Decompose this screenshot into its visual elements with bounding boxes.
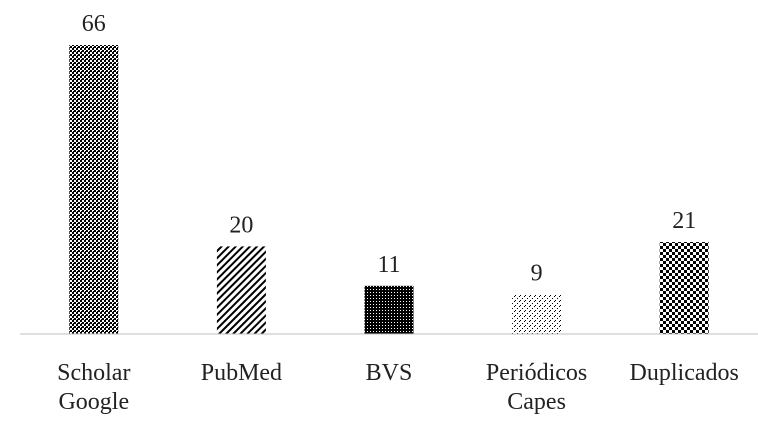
bar-0 <box>69 45 119 334</box>
x-tick-label-1: PubMed <box>201 360 282 386</box>
bar-2 <box>364 285 414 334</box>
data-label-1: 20 <box>229 212 253 238</box>
bar-1 <box>216 246 266 334</box>
data-label-0: 66 <box>82 11 106 37</box>
data-label-3: 9 <box>531 261 543 287</box>
bar-4 <box>659 242 709 334</box>
x-tick-label-2: BVS <box>366 360 413 386</box>
bar-3 <box>512 294 562 334</box>
x-tick-labels-layer: Scholar Google PubMed BVS Periódicos Capes Dup… <box>57 360 739 415</box>
data-label-2: 11 <box>377 252 400 278</box>
x-tick-label-4: Duplicados <box>630 360 739 386</box>
x-tick-label-0: Scholar Google <box>57 360 130 415</box>
data-label-4: 21 <box>672 208 696 234</box>
x-tick-label-3: Periódicos Capes <box>486 360 587 415</box>
data-labels-layer: 66 20 11 9 21 <box>82 11 696 287</box>
bars-layer <box>69 45 709 334</box>
